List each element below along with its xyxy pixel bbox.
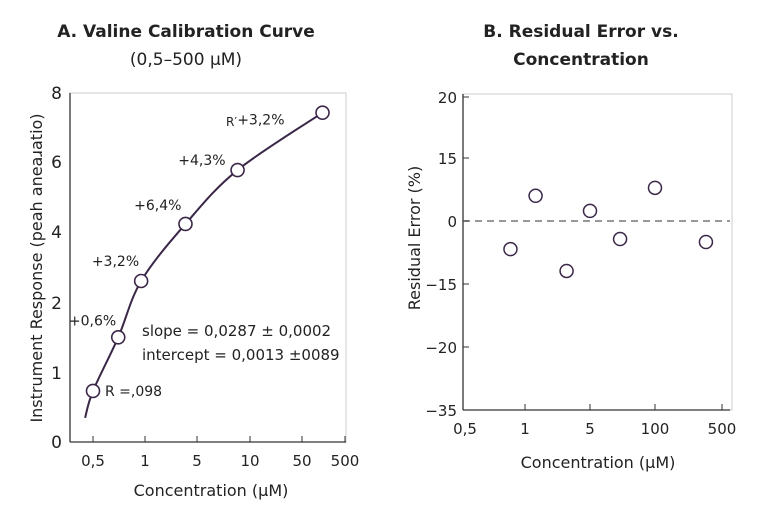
panel-b-x-tick-label: 1 — [520, 420, 530, 438]
panel-a-point-label: +0,6% — [69, 313, 116, 329]
panel-b-x-tick-label: 5 — [585, 420, 595, 438]
panel-a-data-point — [178, 216, 193, 232]
panel-b-residual-point — [582, 203, 598, 219]
panel-b-y-tick-label: 0 — [447, 213, 457, 231]
panel-a-x-tick-label: 0,5 — [81, 452, 105, 470]
panel-a-point-label: +6,4% — [134, 198, 181, 214]
panel-a-y-tick-label: 2 — [51, 294, 62, 314]
panel-a-data-point — [85, 383, 101, 399]
panel-b-y-tick-label: 15 — [438, 150, 457, 168]
panel-b-frame — [462, 93, 733, 411]
panel-b-y-tick-label: −20 — [425, 339, 457, 357]
panel-b-x-label: Concentration (µM) — [521, 453, 676, 472]
panel-a-x-tick-label: 1 — [140, 452, 150, 470]
panel-a-data-point — [230, 162, 245, 178]
panel-a-subtitle: (0,5–500 µM) — [130, 50, 242, 70]
panel-b-residual-point — [559, 263, 574, 279]
panel-a-y-tick-label: 0 — [51, 433, 62, 453]
panel-b-residual-point — [503, 241, 518, 257]
panel-b-x-tick-label: 100 — [641, 420, 670, 438]
panel-a: A. Valine Calibration Curve (0,5–500 µM)… — [27, 22, 359, 500]
panel-a-point-label: +3,2% — [237, 113, 284, 129]
panel-b: B. Residual Error vs. Concentration 0,5 1… — [405, 22, 736, 472]
panel-a-y-label: Instrument Response (peah aneaɹatio) — [27, 113, 46, 422]
panel-a-x-tick-label: 10 — [240, 452, 259, 470]
panel-b-subtitle: Concentration — [513, 50, 649, 70]
panel-b-residual-point — [698, 234, 714, 250]
panel-a-x-tick-label: 5 — [192, 452, 202, 470]
intercept-annotation: intercept = 0,0013 ±0089 — [142, 346, 340, 364]
panel-b-residual-point — [528, 188, 543, 204]
panel-b-x-tick-label: 0,5 — [453, 420, 477, 438]
panel-a-x-tick-label: 50 — [292, 452, 311, 470]
panel-a-point-label: R =,098 — [105, 384, 162, 400]
panel-b-y-tick-label: −35 — [425, 402, 457, 420]
panel-b-title: B. Residual Error vs. — [483, 22, 678, 42]
panel-a-data-point — [133, 273, 149, 289]
panel-b-residual-point — [612, 231, 628, 247]
panel-a-x-tick-label: 500 — [331, 452, 360, 470]
panel-a-data-point — [110, 329, 126, 345]
panel-b-y-tick-label: 20 — [438, 89, 457, 107]
panel-a-title: A. Valine Calibration Curve — [57, 22, 315, 42]
panel-a-r-prime-label: R′ — [226, 115, 237, 129]
panel-b-x-tick-label: 500 — [708, 420, 737, 438]
panel-a-point-label: +4,3% — [178, 153, 225, 169]
panel-a-y-tick-label: 4 — [51, 223, 62, 243]
panel-b-y-tick-label: −15 — [425, 276, 457, 294]
panel-a-data-point — [315, 105, 330, 120]
panel-a-point-label: +3,2% — [92, 254, 139, 270]
panel-b-y-label: Residual Error (%) — [405, 166, 424, 310]
slope-annotation: slope = 0,0287 ± 0,0002 — [142, 322, 331, 340]
panel-a-y-tick-label: 8 — [51, 84, 62, 104]
panel-a-y-tick-label: 1 — [51, 364, 62, 384]
panel-a-y-tick-label: 6 — [51, 153, 62, 173]
panel-b-residual-point — [647, 180, 663, 196]
panel-a-x-label: Concentration (µM) — [134, 481, 289, 500]
